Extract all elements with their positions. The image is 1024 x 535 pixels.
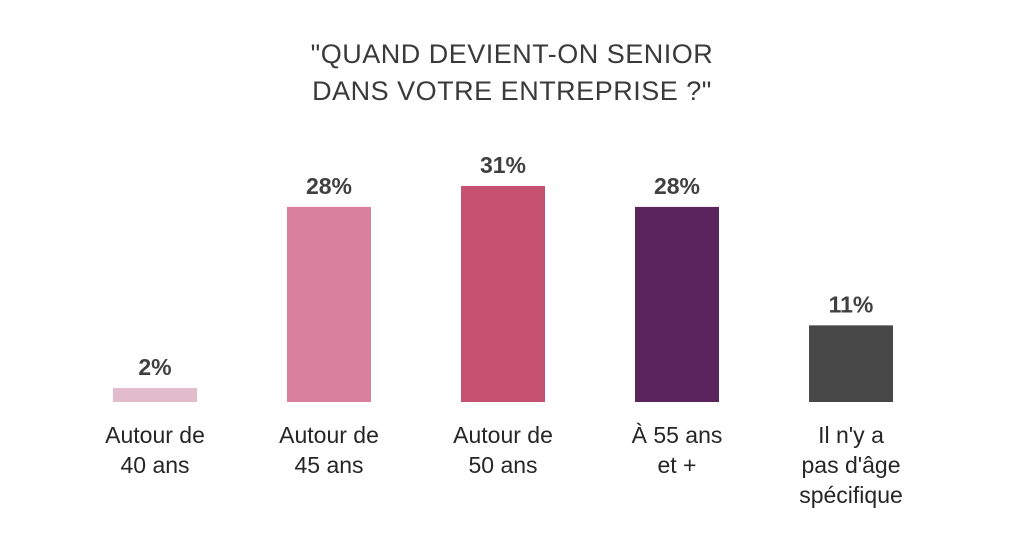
category-label-2: Autour de 45 ans — [279, 422, 379, 478]
value-label-1: 2% — [138, 354, 171, 380]
value-labels-layer: 2% 28% 31% 28% 11% — [138, 152, 873, 380]
category-label-3-line-1: Autour de — [453, 422, 553, 448]
category-label-2-line-1: Autour de — [279, 422, 379, 448]
bar-2 — [287, 206, 371, 402]
value-label-4: 28% — [654, 173, 700, 199]
chart-title: "QUAND DEVIENT-ON SENIOR DANS VOTRE ENTR… — [0, 36, 1024, 110]
value-label-2: 28% — [306, 173, 352, 199]
category-label-3-line-2: 50 ans — [468, 452, 537, 478]
category-label-3: Autour de 50 ans — [453, 422, 553, 478]
category-labels-layer: Autour de 40 ans Autour de 45 ans Autour de 5… — [105, 422, 903, 508]
category-label-1-line-1: Autour de — [105, 422, 205, 448]
bars-layer — [113, 186, 893, 402]
category-label-5-line-1: Il n'y a — [818, 422, 884, 448]
category-label-1-line-2: 40 ans — [120, 452, 189, 478]
category-label-4-line-2: et + — [657, 452, 696, 478]
value-label-3: 31% — [480, 152, 526, 178]
chart-title-line-1: "QUAND DEVIENT-ON SENIOR — [310, 39, 714, 69]
category-label-5-line-3: spécifique — [799, 482, 903, 508]
category-label-4: À 55 ans et + — [632, 422, 723, 478]
value-label-5: 11% — [829, 291, 874, 317]
bar-4 — [635, 206, 719, 402]
bar-5 — [809, 325, 893, 402]
bar-3 — [461, 186, 545, 402]
category-label-5-line-2: pas d'âge — [801, 452, 900, 478]
category-label-4-line-1: À 55 ans — [632, 422, 723, 448]
category-label-2-line-2: 45 ans — [294, 452, 363, 478]
bar-1 — [113, 388, 197, 402]
category-label-5: Il n'y a pas d'âge spécifique — [799, 422, 903, 508]
category-label-1: Autour de 40 ans — [105, 422, 205, 478]
chart-title-line-2: DANS VOTRE ENTREPRISE ?" — [312, 76, 712, 106]
